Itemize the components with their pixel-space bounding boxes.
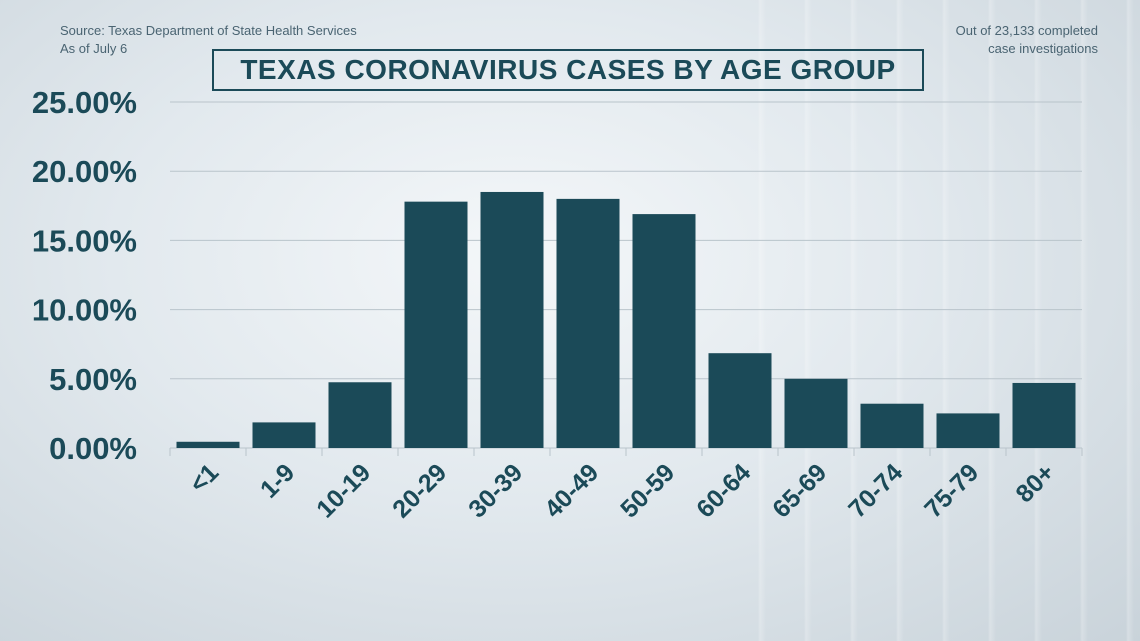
- bars: [176, 191, 1076, 448]
- x-tick-label: 60-64: [691, 458, 756, 523]
- bar-<1: [176, 441, 240, 448]
- chart-title: TEXAS CORONAVIRUS CASES BY AGE GROUP: [240, 54, 896, 85]
- y-tick-label: 20.00%: [32, 154, 137, 189]
- bar-65-69: [784, 378, 848, 448]
- y-tick-label: 25.00%: [32, 85, 137, 120]
- x-tick-label: 30-39: [463, 458, 528, 523]
- note-line-1: Out of 23,133 completed: [955, 23, 1098, 38]
- source-line: Source: Texas Department of State Health…: [60, 23, 357, 38]
- bar-80+: [1012, 382, 1076, 448]
- sample-note: Out of 23,133 completed case investigati…: [956, 22, 1098, 58]
- chart-title-box: TEXAS CORONAVIRUS CASES BY AGE GROUP: [212, 49, 924, 91]
- x-tick-label: 10-19: [311, 458, 376, 523]
- y-axis-ticks: 0.00% 5.00% 10.00% 15.00% 20.00% 25.00%: [32, 85, 137, 466]
- x-tick-label: <1: [184, 458, 224, 498]
- source-note: Source: Texas Department of State Health…: [60, 22, 357, 58]
- bar-10-19: [328, 382, 392, 448]
- bar-40-49: [556, 198, 620, 448]
- bar-70-74: [860, 403, 924, 448]
- x-axis-ticks: <1 1-9 10-19 20-29 30-39 40-49 50-59 60-64 65-69…: [184, 458, 1060, 523]
- y-tick-label: 15.00%: [32, 223, 137, 258]
- bar-1-9: [252, 422, 316, 448]
- note-line-2: case investigations: [988, 41, 1098, 56]
- bar-30-39: [480, 191, 544, 448]
- y-tick-label: 5.00%: [49, 362, 137, 397]
- bar-60-64: [708, 353, 772, 448]
- bar-75-79: [936, 413, 1000, 448]
- date-line: As of July 6: [60, 41, 128, 56]
- x-tick-label: 40-49: [539, 458, 604, 523]
- bar-50-59: [632, 214, 696, 448]
- y-tick-label: 10.00%: [32, 293, 137, 328]
- bar-20-29: [404, 201, 468, 448]
- x-tick-label: 1-9: [255, 458, 300, 503]
- x-tick-label: 50-59: [615, 458, 680, 523]
- grid-lines: [169, 101, 1083, 456]
- x-tick-label: 80+: [1010, 458, 1060, 508]
- x-tick-label: 20-29: [387, 458, 452, 523]
- x-tick-label: 75-79: [919, 458, 984, 523]
- x-tick-label: 65-69: [767, 458, 832, 523]
- y-tick-label: 0.00%: [49, 431, 137, 466]
- x-tick-label: 70-74: [843, 458, 908, 523]
